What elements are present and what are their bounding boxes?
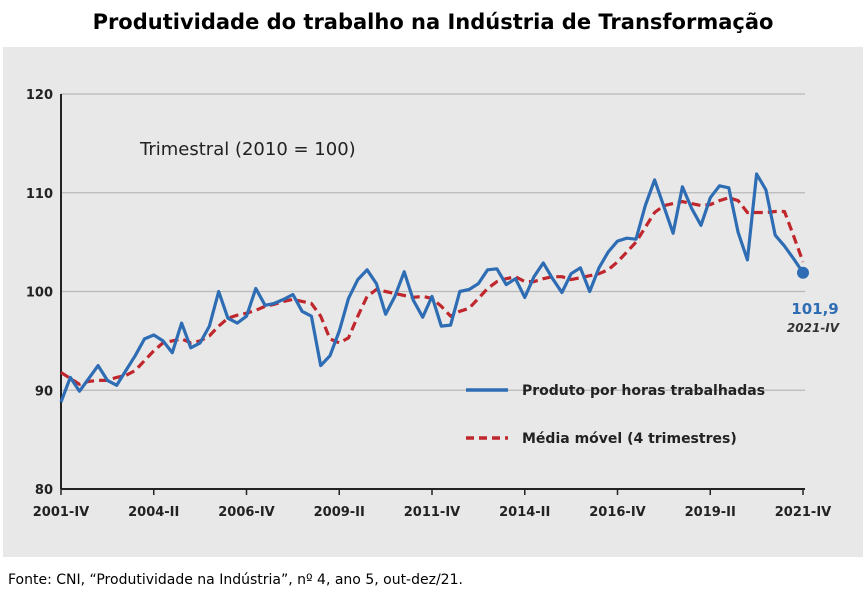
x-tick-label: 2001-IV xyxy=(33,505,89,520)
y-tick-label: 90 xyxy=(35,384,53,399)
y-tick-label: 100 xyxy=(26,286,53,301)
x-tick-label: 2011-IV xyxy=(404,505,460,520)
y-tick-labels: 80 90 100 110 120 xyxy=(26,88,53,498)
source-note: Fonte: CNI, “Produtividade na Indústria”… xyxy=(8,572,463,588)
chart-title: Produtividade do trabalho na Indústria d… xyxy=(92,10,774,34)
last-point-value: 101,9 xyxy=(791,300,838,318)
last-point-period: 2021-IV xyxy=(787,321,841,335)
legend-label-media: Média móvel (4 trimestres) xyxy=(522,431,737,447)
x-tick-label: 2006-IV xyxy=(218,505,274,520)
legend: Produto por horas trabalhadas Média móve… xyxy=(466,383,765,447)
axes xyxy=(60,94,805,490)
y-tick-label: 120 xyxy=(26,88,53,103)
y-tick-label: 110 xyxy=(26,187,53,202)
series-line-produto xyxy=(59,172,805,403)
x-tick-label: 2004-II xyxy=(128,505,179,520)
x-tick-label: 2019-II xyxy=(685,505,736,520)
series-layer xyxy=(59,172,805,403)
x-tick-labels: 2001-IV 2004-II 2006-IV 2009-II 2011-IV 2014-… xyxy=(33,489,831,520)
x-tick-label: 2016-IV xyxy=(589,505,645,520)
legend-label-produto: Produto por horas trabalhadas xyxy=(522,383,765,399)
x-tick-label: 2021-IV xyxy=(775,505,831,520)
chart-note: Trimestral (2010 = 100) xyxy=(139,139,356,160)
y-tick-label: 80 xyxy=(35,483,53,498)
x-tick-label: 2014-II xyxy=(499,505,550,520)
last-point-marker xyxy=(797,266,809,279)
x-tick-label: 2009-II xyxy=(314,505,365,520)
